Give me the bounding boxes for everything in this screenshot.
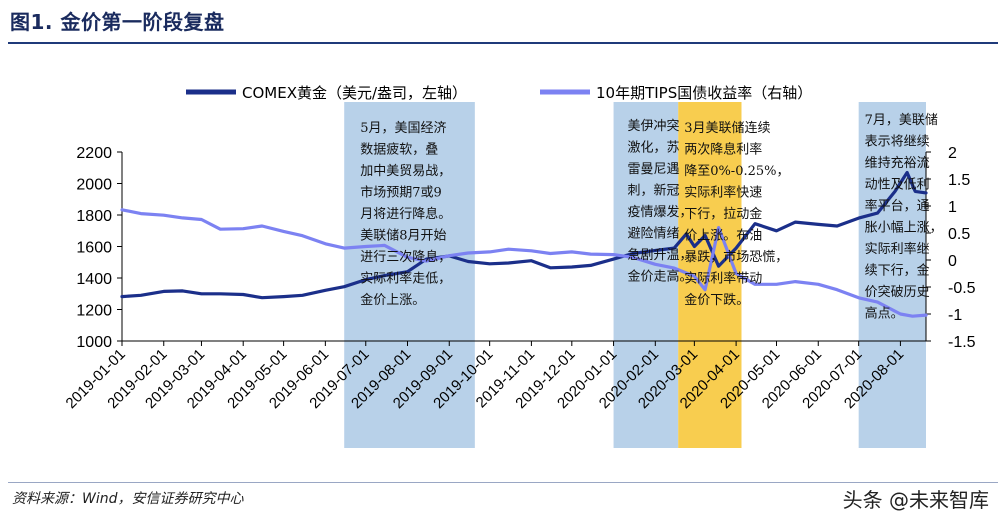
annotation-1-line: 加中美贸易战， <box>360 164 451 179</box>
right-axis-tick-label: 1 <box>948 199 957 216</box>
annotation-3-line: 3月美联储连续 <box>684 120 770 136</box>
legend-label-2: 10年期TIPS国债收益率（右轴） <box>596 84 812 102</box>
right-axis-tick-label: 0.5 <box>948 226 970 243</box>
shaded-period-4 <box>858 102 926 448</box>
right-axis-tick-label: -1.5 <box>948 334 976 351</box>
annotation-1-line: 金价上涨。 <box>360 292 425 308</box>
title-divider <box>8 42 998 44</box>
annotation-1-line: 数据疲软，叠 <box>360 142 438 158</box>
left-axis-tick-label: 2200 <box>76 145 112 162</box>
right-axis-tick-label: 0 <box>948 253 957 270</box>
right-axis-tick-label: 2 <box>948 145 957 162</box>
annotation-4-line: 表示将继续 <box>865 135 930 150</box>
annotation-2-line: 雷曼尼遇 <box>628 162 680 177</box>
annotation-2-line: 急剧升温， <box>628 248 693 263</box>
left-axis-tick-label: 1000 <box>76 334 112 351</box>
annotation-4-line: 率平台，通 <box>865 198 930 214</box>
annotation-4-line: 动性及低利 <box>865 178 930 193</box>
annotation-4-line: 维持充裕流 <box>865 155 930 171</box>
left-axis-tick-label: 2000 <box>76 177 112 194</box>
annotation-3-line: 实际利率快速 <box>684 185 762 201</box>
annotation-3-line: 价上涨。布油 <box>684 229 762 244</box>
source-divider <box>8 482 998 483</box>
shaded-period-2 <box>613 102 679 448</box>
annotation-3-line: 金价下跌。 <box>684 292 749 308</box>
left-axis-tick-label: 1200 <box>76 303 112 320</box>
annotation-1-line: 市场预期7或9 <box>360 185 442 201</box>
shaded-periods <box>344 102 926 448</box>
annotation-2-line: 疫情爆发， <box>628 204 693 220</box>
annotation-1-line: 月将进行降息。 <box>360 206 451 222</box>
annotation-2-line: 金价走高。 <box>628 269 693 285</box>
series-lines <box>120 170 928 318</box>
legend: COMEX黄金（美元/盎司，左轴） 10年期TIPS国债收益率（右轴） <box>186 84 812 102</box>
annotation-3-line: 两次降息利率 <box>684 142 762 158</box>
annotation-1-line: 5月，美国经济 <box>360 121 446 136</box>
annotation-4-line: 高点。 <box>865 306 904 322</box>
figure-title: 图1. 金价第一阶段复盘 <box>10 10 225 34</box>
right-axis-ticks: -1.5 -1 -0.5 0 0.5 1 1.5 2 <box>925 145 976 351</box>
left-axis-tick-label: 1400 <box>76 271 112 288</box>
left-axis-ticks: 1000 1200 1400 1600 1800 2000 2200 <box>76 145 123 351</box>
annotation-4-line: 7月，美联储 <box>865 113 938 128</box>
series-line-2 <box>120 208 928 318</box>
annotation-2-line: 激化，苏 <box>628 140 680 156</box>
annotation-2-line: 避险情绪 <box>628 227 680 242</box>
left-axis-tick-label: 1600 <box>76 240 112 257</box>
annotation-4-line: 实际利率继 <box>865 241 930 257</box>
source-note: 资料来源：Wind，安信证券研究中心 <box>12 491 244 507</box>
annotation-4-line: 价突破历史 <box>865 284 930 300</box>
chart: 1000 1200 1400 1600 1800 2000 2200 -1.5 -1 -0.5 0… <box>63 84 976 448</box>
watermark: 头条 @未来智库 <box>842 488 989 512</box>
annotation-1-line: 美联储8月开始 <box>360 229 446 244</box>
series-line-1 <box>120 170 928 300</box>
right-axis-tick-label: -1 <box>948 307 962 324</box>
legend-label-1: COMEX黄金（美元/盎司，左轴） <box>242 84 467 102</box>
left-axis-tick-label: 1800 <box>76 208 112 225</box>
right-axis-tick-label: -0.5 <box>948 280 976 297</box>
annotation-2-line: 美伊冲突 <box>628 118 680 134</box>
annotation-4-line: 续下行，金 <box>865 263 930 279</box>
shaded-period-1 <box>344 102 475 448</box>
annotation-3-line: 下行，拉动金 <box>684 206 762 222</box>
annotation-3-line: 暴跌，市场恐慌， <box>684 249 788 265</box>
annotation-1-line: 实际利率走低， <box>360 271 451 287</box>
annotation-4-line: 胀小幅上涨， <box>865 221 943 236</box>
annotation-1-line: 进行三次降息， <box>360 249 451 265</box>
x-axis-ticks: 2019-01-012019-02-012019-03-012019-04-01… <box>63 340 926 412</box>
annotation-2-line: 刺，新冠 <box>628 183 680 199</box>
annotation-3-line: 实际利率带动 <box>684 271 762 287</box>
right-axis-tick-label: 1.5 <box>948 172 970 189</box>
annotation-3-line: 降至0%-0.25%， <box>684 164 789 179</box>
